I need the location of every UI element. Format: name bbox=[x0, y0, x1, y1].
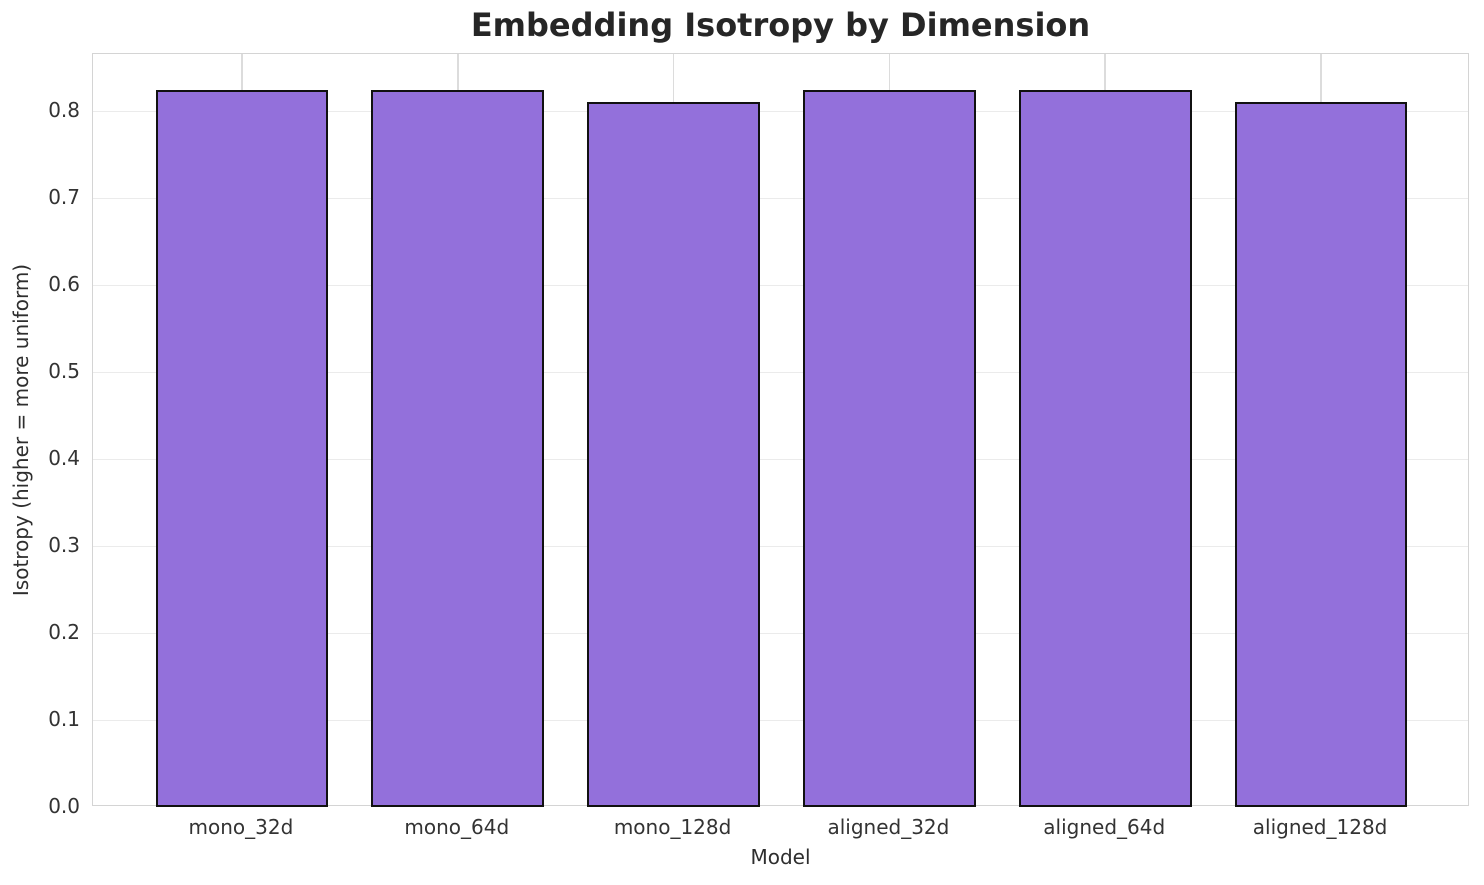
chart-title: Embedding Isotropy by Dimension bbox=[470, 6, 1091, 44]
x-tick-label: aligned_32d bbox=[827, 815, 950, 839]
y-tick-label: 0.7 bbox=[48, 184, 80, 209]
hgrid-line bbox=[93, 110, 1468, 113]
y-tick-label: 0.5 bbox=[48, 358, 80, 383]
y-tick-label: 0.6 bbox=[48, 271, 80, 296]
bar-mono_128d bbox=[587, 102, 760, 807]
x-tick-label: mono_128d bbox=[613, 815, 732, 839]
bar-mono_32d bbox=[155, 90, 329, 807]
bar-mono_64d bbox=[371, 90, 545, 807]
y-tick-label: 0.2 bbox=[48, 619, 80, 644]
y-tick-label: 0.1 bbox=[48, 706, 80, 731]
hgrid-line bbox=[93, 632, 1468, 635]
hgrid-line bbox=[93, 197, 1468, 200]
hgrid-line bbox=[93, 719, 1468, 722]
x-axis-label: Model bbox=[750, 845, 811, 869]
x-tick-label: mono_64d bbox=[404, 815, 510, 839]
hgrid-line bbox=[93, 284, 1468, 287]
hgrid-line bbox=[93, 545, 1468, 548]
x-tick-label: mono_32d bbox=[188, 815, 294, 839]
hgrid-line bbox=[93, 371, 1468, 374]
y-tick-label: 0.3 bbox=[48, 532, 80, 557]
x-tick-label: aligned_64d bbox=[1043, 815, 1166, 839]
bar-aligned_128d bbox=[1234, 102, 1408, 807]
hgrid-line bbox=[93, 458, 1468, 461]
y-tick-label: 0.0 bbox=[48, 794, 80, 818]
bar-aligned_64d bbox=[1018, 90, 1192, 807]
x-tick-label: aligned_128d bbox=[1252, 815, 1388, 839]
plot-area bbox=[92, 53, 1469, 807]
y-tick-label: 0.4 bbox=[48, 445, 80, 470]
y-tick-label: 0.8 bbox=[48, 97, 80, 122]
bar-aligned_32d bbox=[803, 90, 976, 807]
